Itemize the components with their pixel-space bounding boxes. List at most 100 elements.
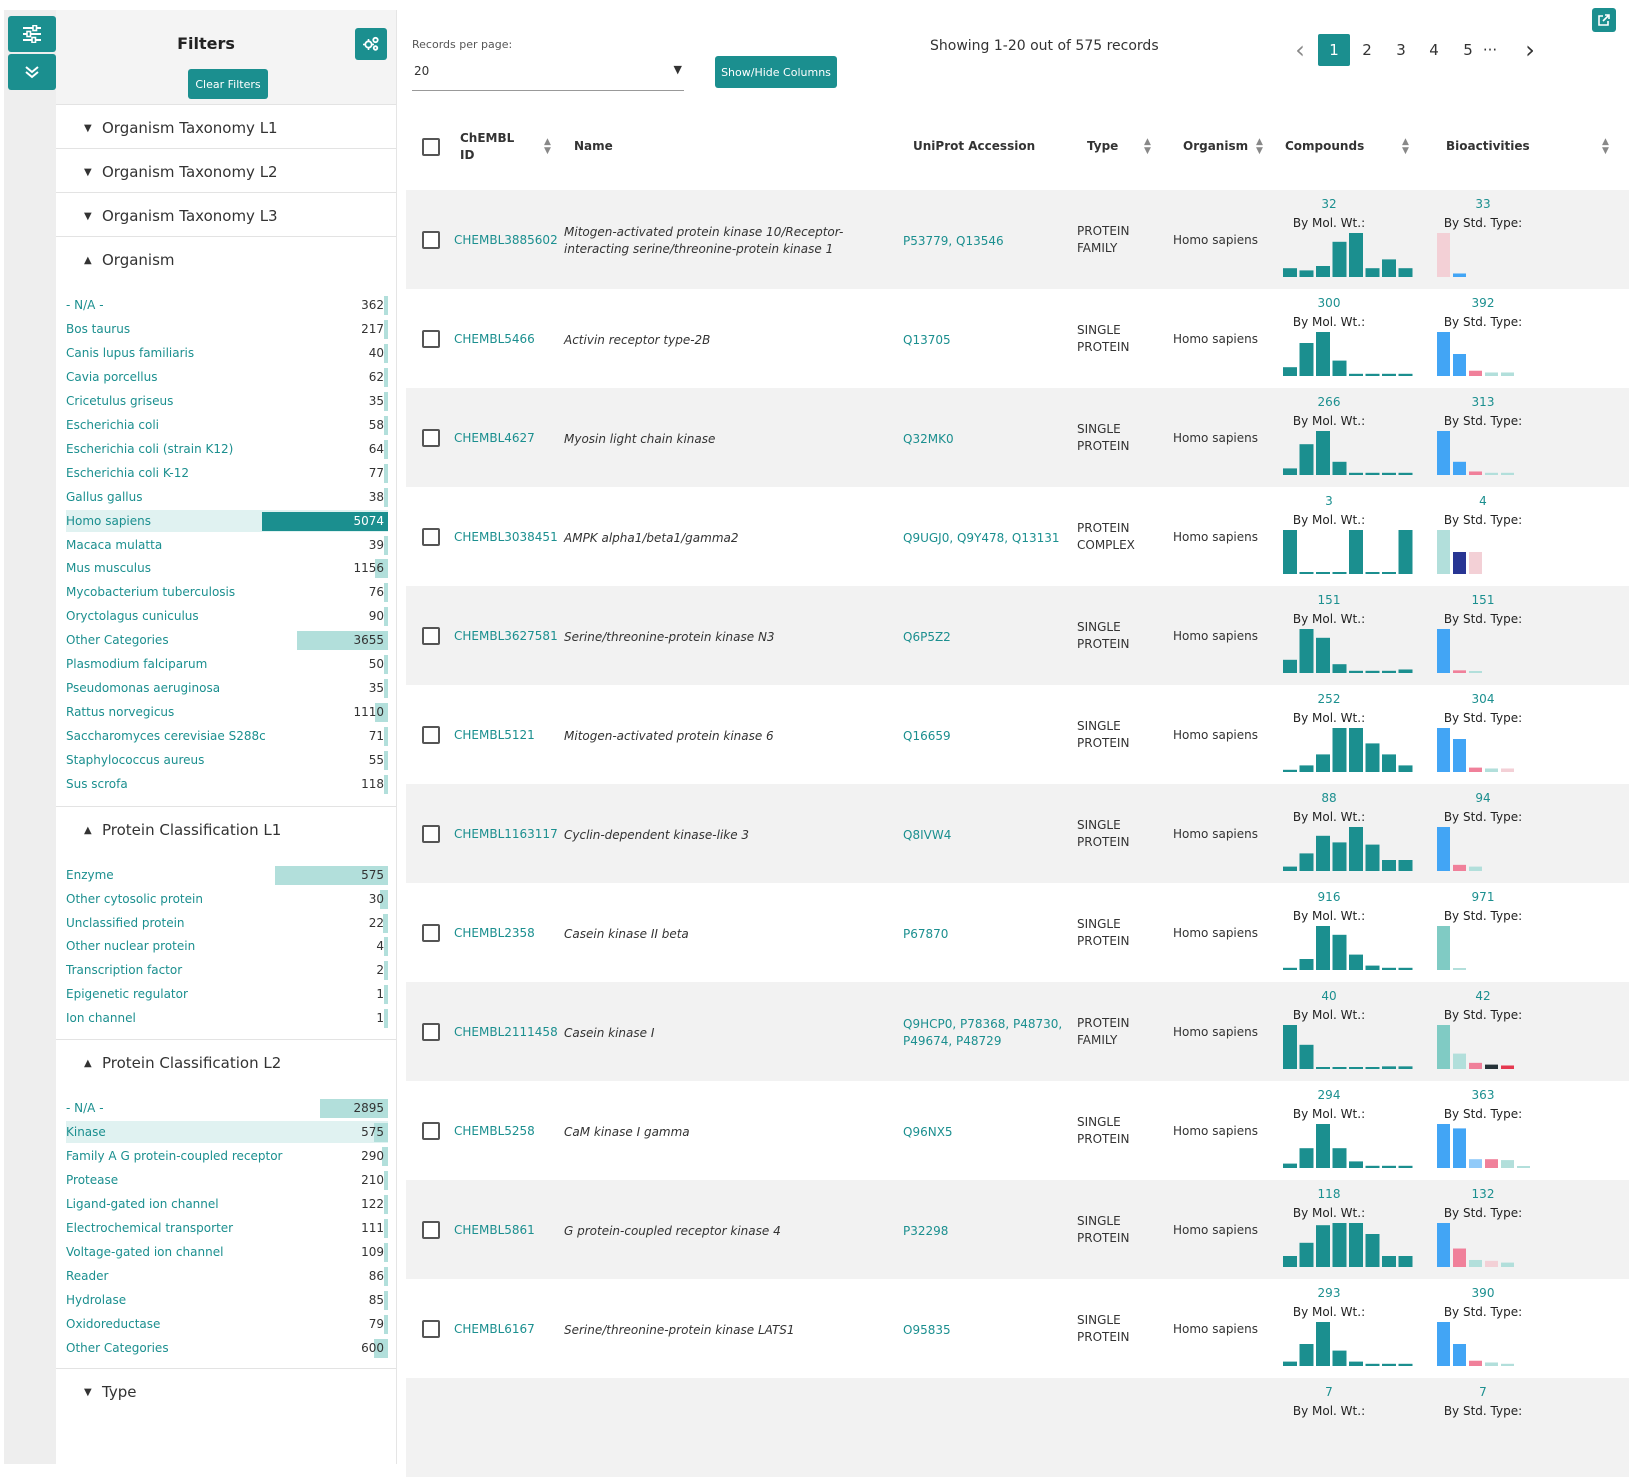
chembl-id-link[interactable]: CHEMBL3885602 [454,233,558,247]
mol-wt-histogram[interactable] [1283,429,1415,475]
std-type-bar[interactable] [1453,968,1466,970]
chembl-id-link[interactable]: CHEMBL1163117 [454,827,558,841]
filter-item[interactable]: Other nuclear protein 4 [66,935,388,957]
mol-wt-histogram[interactable] [1283,1221,1415,1267]
clear-filters-button[interactable]: Clear Filters [188,69,268,99]
bioactivities-count-link[interactable]: 363 [1471,1088,1495,1102]
prev-page-button[interactable]: ‹ [1295,36,1305,64]
filter-item[interactable]: - N/A - 2895 [66,1097,388,1119]
std-type-bar[interactable] [1469,370,1482,376]
std-type-bar[interactable] [1501,472,1514,475]
row-checkbox[interactable] [422,330,440,348]
std-type-histogram[interactable] [1437,330,1547,376]
row-checkbox[interactable] [422,1221,440,1239]
mol-wt-bar[interactable] [1283,967,1297,970]
share-icon[interactable] [1592,8,1616,32]
compounds-count-link[interactable]: 32 [1321,197,1337,211]
section-organism-taxonomy-l3[interactable]: ▼ Organism Taxonomy L3 [56,192,396,239]
std-type-bar[interactable] [1437,827,1450,871]
mol-wt-bar[interactable] [1299,765,1314,772]
chembl-id-link[interactable]: CHEMBL5258 [454,1124,535,1138]
mol-wt-bar[interactable] [1365,1165,1380,1168]
mol-wt-bar[interactable] [1365,472,1380,475]
compounds-count-link[interactable]: 916 [1317,890,1341,904]
mol-wt-bar[interactable] [1332,664,1347,673]
chembl-id-link[interactable]: CHEMBL5861 [454,1223,535,1237]
bioactivities-count-link[interactable]: 94 [1475,791,1491,805]
row-checkbox[interactable] [422,627,440,645]
mol-wt-bar[interactable] [1332,728,1347,772]
mol-wt-bar[interactable] [1382,670,1396,673]
mol-wt-histogram[interactable] [1283,1023,1415,1069]
std-type-histogram[interactable] [1437,429,1547,475]
mol-wt-bar[interactable] [1316,1225,1330,1267]
mol-wt-bar[interactable] [1299,1148,1314,1168]
std-type-bar[interactable] [1453,864,1466,871]
mol-wt-bar[interactable] [1299,270,1314,277]
mol-wt-bar[interactable] [1316,637,1330,673]
filter-item[interactable]: Pseudomonas aeruginosa 35 [66,677,388,699]
mol-wt-histogram[interactable] [1283,1122,1415,1168]
filter-item[interactable]: Unclassified protein 22 [66,912,388,934]
filter-item[interactable]: Voltage-gated ion channel 109 [66,1241,388,1263]
mol-wt-histogram[interactable] [1283,330,1415,376]
compounds-count-link[interactable]: 294 [1317,1088,1341,1102]
uniprot-accession-link[interactable]: Q9HCP0, P78368, P48730, P49674, P48729 [903,1017,1063,1048]
mol-wt-bar[interactable] [1349,373,1363,376]
filter-item[interactable]: Cricetulus griseus 35 [66,390,388,412]
mol-wt-bar[interactable] [1365,1234,1380,1267]
filter-item[interactable]: Reader 86 [66,1265,388,1287]
std-type-bar[interactable] [1517,1166,1530,1168]
mol-wt-bar[interactable] [1398,967,1413,970]
mol-wt-bar[interactable] [1382,1165,1396,1168]
chembl-id-link[interactable]: CHEMBL4627 [454,431,535,445]
std-type-bar[interactable] [1501,768,1514,772]
next-page-button[interactable]: › [1525,36,1535,64]
filter-item[interactable]: Oxidoreductase 79 [66,1313,388,1335]
mol-wt-bar[interactable] [1299,853,1314,871]
mol-wt-bar[interactable] [1349,1361,1363,1366]
mol-wt-bar[interactable] [1316,926,1330,970]
show-hide-columns-button[interactable]: Show/Hide Columns [715,56,837,88]
mol-wt-bar[interactable] [1316,1067,1330,1069]
std-type-bar[interactable] [1453,1128,1466,1168]
std-type-bar[interactable] [1453,670,1466,673]
mol-wt-bar[interactable] [1283,659,1297,673]
filter-item[interactable]: Plasmodium falciparum 50 [66,653,388,675]
uniprot-accession-link[interactable]: Q96NX5 [903,1125,953,1139]
section-protein-classification-l1[interactable]: ▲ Protein Classification L1 [56,806,396,853]
std-type-bar[interactable] [1437,530,1450,574]
compounds-count-link[interactable]: 266 [1317,395,1341,409]
std-type-histogram[interactable] [1437,627,1547,673]
std-type-bar[interactable] [1437,1124,1450,1168]
filter-item[interactable]: Mycobacterium tuberculosis 76 [66,581,388,603]
sort-icon[interactable]: ▲ ▼ [1256,137,1263,156]
std-type-bar[interactable] [1437,1025,1450,1069]
mol-wt-bar[interactable] [1283,268,1297,277]
mol-wt-bar[interactable] [1382,259,1396,277]
filter-item[interactable]: Canis lupus familiaris 40 [66,342,388,364]
mol-wt-bar[interactable] [1365,268,1380,277]
std-type-bar[interactable] [1453,1053,1466,1069]
mol-wt-bar[interactable] [1349,827,1363,871]
bioactivities-count-link[interactable]: 392 [1471,296,1495,310]
mol-wt-bar[interactable] [1332,461,1347,475]
filter-item[interactable]: Ligand-gated ion channel 122 [66,1193,388,1215]
bioactivities-count-link[interactable]: 304 [1471,692,1495,706]
mol-wt-bar[interactable] [1332,1223,1347,1267]
mol-wt-bar[interactable] [1332,572,1347,574]
std-type-bar[interactable] [1469,671,1482,673]
uniprot-accession-link[interactable]: Q6P5Z2 [903,630,951,644]
compounds-count-link[interactable]: 7 [1325,1385,1333,1399]
mol-wt-bar[interactable] [1332,934,1347,970]
row-checkbox[interactable] [422,1122,440,1140]
page-5[interactable]: 5 [1463,41,1473,59]
mol-wt-bar[interactable] [1316,266,1330,277]
std-type-bar[interactable] [1437,233,1450,277]
section-organism-taxonomy-l1[interactable]: ▼ Organism Taxonomy L1 [56,104,396,151]
mol-wt-bar[interactable] [1365,743,1380,772]
mol-wt-bar[interactable] [1283,866,1297,871]
mol-wt-bar[interactable] [1349,530,1363,574]
uniprot-accession-link[interactable]: Q32MK0 [903,432,954,446]
std-type-histogram[interactable] [1437,726,1547,772]
